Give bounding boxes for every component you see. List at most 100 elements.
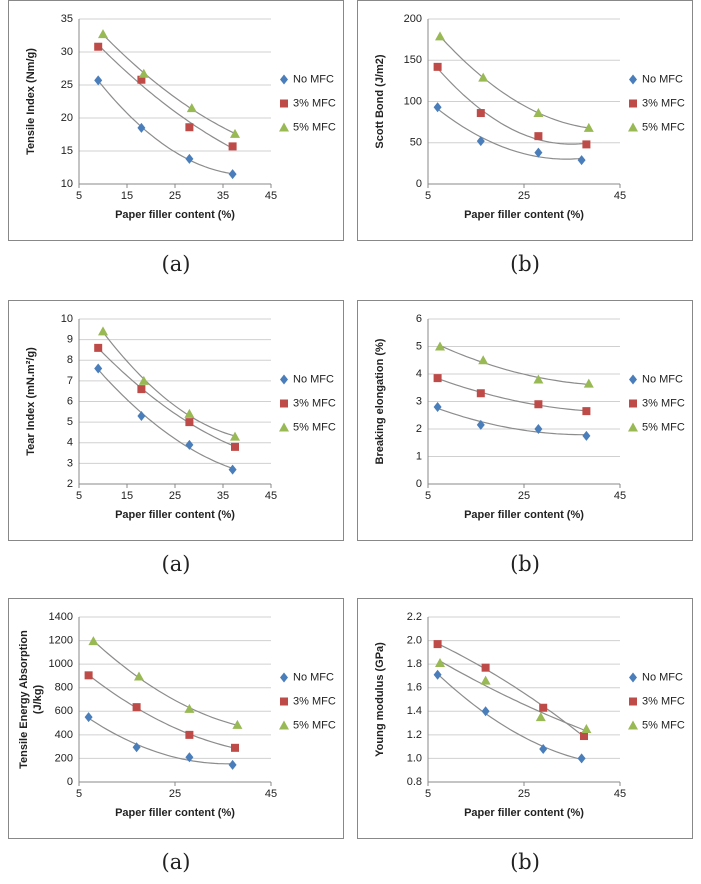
- legend-label: No MFC: [293, 671, 334, 683]
- chart-panel: 0.8 1.0 1.2 1.4 1.6 1.8 2.0 2.2 5 25 45 Paper fille…: [357, 598, 693, 839]
- data-point: [481, 706, 490, 717]
- y-tick-label: 1200: [49, 634, 73, 646]
- y-tick-label: 5: [416, 340, 422, 352]
- data-point: [132, 703, 141, 712]
- trend-line: [439, 660, 587, 732]
- legend-label: No MFC: [293, 373, 334, 385]
- legend-label: No MFC: [642, 373, 683, 385]
- trend-line: [102, 34, 236, 135]
- trend-line: [437, 643, 585, 738]
- data-point: [185, 418, 194, 427]
- x-axis-title: Paper filler content (%): [115, 807, 235, 819]
- legend-marker: [279, 422, 289, 432]
- x-tick-label: 45: [614, 490, 626, 502]
- legend-marker: [628, 122, 638, 132]
- chart: 0 50 100 150 200 5 25 45 Paper filler content (%…: [374, 13, 685, 221]
- legend-label: 3% MFC: [293, 695, 336, 707]
- x-tick-label: 25: [169, 788, 181, 800]
- x-tick-label: 45: [265, 490, 277, 502]
- data-point: [583, 378, 594, 388]
- data-point: [137, 122, 146, 133]
- data-point: [185, 730, 194, 739]
- y-axis-title: Breaking elongation (%): [374, 338, 386, 464]
- y-tick-label: 3: [67, 457, 73, 469]
- legend-label: 3% MFC: [293, 397, 336, 409]
- y-tick-label: 100: [404, 95, 422, 107]
- legend-label: 3% MFC: [642, 97, 685, 109]
- data-point: [476, 109, 485, 118]
- legend-label: No MFC: [642, 671, 683, 683]
- data-point: [478, 355, 489, 365]
- legend-marker: [280, 672, 288, 683]
- legend-label: 5% MFC: [293, 719, 336, 731]
- x-tick-label: 25: [518, 490, 530, 502]
- data-point: [132, 742, 141, 753]
- legend-marker: [629, 74, 637, 85]
- data-point: [582, 407, 591, 416]
- y-axis-title: Young modulus (GPa): [374, 642, 386, 757]
- data-point: [433, 640, 442, 649]
- y-tick-label: 5: [67, 416, 73, 428]
- data-point: [433, 402, 442, 412]
- x-tick-label: 5: [76, 788, 82, 800]
- legend-marker: [628, 720, 638, 730]
- legend-marker: [629, 399, 637, 408]
- x-tick-label: 5: [425, 190, 431, 202]
- y-tick-label: 1.8: [407, 658, 422, 670]
- data-point: [232, 719, 243, 729]
- legend-marker: [629, 374, 637, 385]
- x-axis-title: Paper filler content (%): [464, 209, 584, 221]
- data-point: [480, 675, 491, 685]
- legend-label: 3% MFC: [642, 695, 685, 707]
- data-point: [230, 431, 240, 441]
- data-point: [580, 732, 588, 741]
- y-tick-label: 30: [61, 46, 73, 58]
- y-tick-label: 35: [61, 13, 73, 25]
- data-point: [137, 385, 146, 394]
- legend-marker: [280, 374, 288, 385]
- chart: 0 200 400 600 800 1000 1200 1400 5 25 45 Paper fill…: [18, 611, 336, 819]
- x-tick-label: 25: [518, 190, 530, 202]
- data-point: [481, 663, 490, 672]
- y-tick-label: 8: [67, 354, 73, 366]
- chart-panel: 10 15 20 25 30 35 5 15 25 35 45 Paper filler conten…: [8, 0, 344, 241]
- y-tick-label: 0.8: [407, 776, 422, 788]
- y-tick-label: 6: [416, 313, 422, 325]
- x-tick-label: 25: [169, 490, 181, 502]
- data-point: [230, 128, 240, 138]
- x-tick-label: 5: [425, 788, 431, 800]
- chart-panel: 0 200 400 600 800 1000 1200 1400 5 25 45 Paper fill…: [8, 598, 344, 839]
- data-point: [185, 439, 194, 450]
- data-point: [184, 703, 195, 713]
- legend-label: 5% MFC: [293, 121, 336, 133]
- x-tick-label: 45: [614, 190, 626, 202]
- data-point: [583, 122, 594, 132]
- legend-marker: [629, 99, 637, 108]
- y-tick-label: 4: [67, 437, 73, 449]
- data-point: [231, 442, 239, 451]
- data-point: [535, 712, 546, 722]
- data-point: [94, 363, 103, 374]
- data-point: [534, 147, 543, 158]
- data-point: [134, 671, 144, 681]
- x-axis-title: Paper filler content (%): [464, 807, 584, 819]
- data-point: [581, 723, 592, 733]
- trend-line: [437, 673, 582, 761]
- caption: (b): [510, 552, 540, 576]
- x-tick-label: 25: [169, 190, 181, 202]
- data-point: [137, 75, 146, 84]
- y-tick-label: 1400: [49, 611, 73, 623]
- y-tick-label: 3: [416, 395, 422, 407]
- data-point: [88, 636, 99, 646]
- x-tick-label: 45: [265, 190, 277, 202]
- y-axis-title: Tear Index (mN.m²/g): [25, 347, 37, 456]
- x-tick-label: 35: [217, 190, 229, 202]
- trend-line: [437, 377, 587, 412]
- chart-panel: 0 1 2 3 4 5 6 5 25 45 Paper filler content (%) Brea…: [357, 300, 693, 541]
- chart: 10 15 20 25 30 35 5 15 25 35 45 Paper filler conten…: [25, 13, 336, 221]
- data-point: [228, 464, 237, 475]
- x-tick-label: 15: [121, 490, 133, 502]
- y-tick-label: 4: [416, 368, 422, 380]
